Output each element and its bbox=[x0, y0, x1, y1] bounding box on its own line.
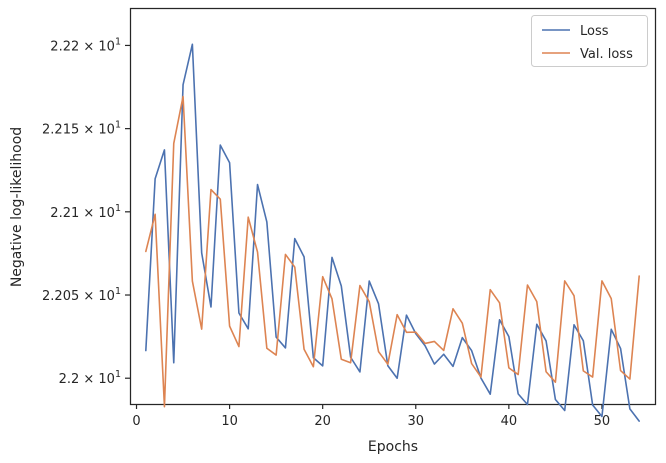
y-axis-label: Negative log-likelihood bbox=[9, 127, 25, 287]
y-tick-label: 2.21 × 101 bbox=[50, 203, 121, 221]
x-tick-label: 30 bbox=[407, 414, 424, 429]
series-line-loss bbox=[145, 43, 640, 422]
y-tick-label: 2.205 × 101 bbox=[42, 286, 121, 304]
x-tick-label: 10 bbox=[221, 414, 238, 429]
y-tick-label: 2.215 × 101 bbox=[42, 120, 121, 138]
x-tick-label: 0 bbox=[132, 414, 140, 429]
x-tick-label: 50 bbox=[594, 414, 611, 429]
legend: Loss Val. loss bbox=[531, 15, 648, 67]
y-axis-ticks: 2.2 × 101 2.205 × 101 2.21 × 101 2.215 × 10… bbox=[42, 36, 130, 387]
y-tick-label: 2.2 × 101 bbox=[59, 369, 121, 387]
legend-label-val-loss: Val. loss bbox=[580, 47, 633, 62]
x-tick-label: 40 bbox=[501, 414, 518, 429]
series-line-val-loss bbox=[145, 95, 640, 408]
x-axis-label: Epochs bbox=[368, 439, 418, 455]
x-axis-ticks: 0 10 20 30 40 50 bbox=[132, 404, 610, 429]
x-tick-label: 20 bbox=[314, 414, 331, 429]
y-tick-label: 2.22 × 101 bbox=[50, 36, 121, 54]
series-lines bbox=[145, 43, 640, 422]
legend-label-loss: Loss bbox=[580, 24, 609, 39]
